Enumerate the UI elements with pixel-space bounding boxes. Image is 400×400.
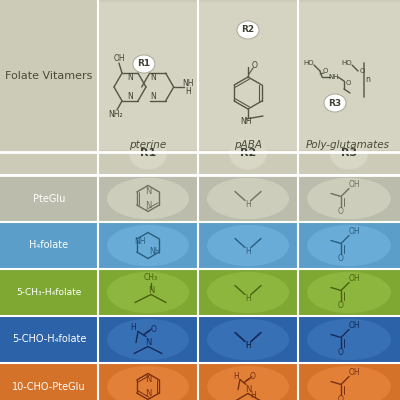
Text: H: H [245, 341, 251, 350]
Text: 5-CHO-H₄folate: 5-CHO-H₄folate [12, 334, 86, 344]
Text: pterine: pterine [129, 140, 167, 150]
Ellipse shape [107, 178, 189, 219]
Text: NH: NH [240, 118, 252, 126]
Text: Poly-glutamates: Poly-glutamates [306, 140, 390, 150]
Text: HO: HO [342, 60, 352, 66]
Text: pABA: pABA [234, 140, 262, 150]
Bar [298, 2, 400, 150]
Ellipse shape [229, 138, 267, 170]
Text: R2: R2 [240, 148, 256, 158]
Ellipse shape [307, 366, 391, 400]
Bar [0, 175, 400, 222]
Bar [0, 316, 400, 363]
Text: OH: OH [113, 54, 125, 62]
Text: OH: OH [348, 321, 360, 330]
Text: NH: NH [134, 237, 146, 246]
Text: OH: OH [348, 368, 360, 377]
Ellipse shape [107, 319, 189, 360]
Text: H: H [185, 86, 190, 96]
Text: O: O [252, 60, 258, 70]
Text: Folate Vitamers: Folate Vitamers [5, 71, 93, 81]
Ellipse shape [207, 319, 289, 360]
Ellipse shape [129, 138, 167, 170]
Bar [198, 2, 298, 150]
Text: H: H [250, 391, 256, 400]
Ellipse shape [207, 225, 289, 266]
Ellipse shape [307, 225, 391, 266]
Ellipse shape [207, 178, 289, 219]
Text: H₄folate: H₄folate [30, 240, 68, 250]
Text: H: H [130, 323, 136, 332]
Bar [0, 152, 400, 175]
Ellipse shape [207, 366, 289, 400]
Ellipse shape [307, 178, 391, 219]
Bar [0, 269, 400, 316]
Text: 10-CHO-PteGlu: 10-CHO-PteGlu [12, 382, 86, 392]
Text: CH₃: CH₃ [144, 273, 158, 282]
Text: R1: R1 [140, 148, 156, 158]
Ellipse shape [307, 272, 391, 313]
Text: N: N [145, 201, 151, 210]
Text: R2: R2 [242, 26, 254, 34]
Text: OH: OH [348, 227, 360, 236]
Text: H: H [245, 200, 251, 209]
Bar [0, 363, 400, 400]
Text: H: H [245, 341, 251, 350]
Text: O: O [322, 68, 328, 74]
Text: NH: NH [149, 248, 160, 256]
Ellipse shape [330, 138, 368, 170]
Text: NH: NH [182, 80, 194, 88]
Text: N: N [127, 73, 133, 82]
Text: O: O [338, 348, 344, 357]
Text: H: H [245, 247, 251, 256]
Text: N: N [127, 92, 133, 101]
Ellipse shape [133, 55, 155, 73]
Text: R1: R1 [137, 60, 150, 68]
Bar [98, 2, 198, 150]
Text: O: O [338, 301, 344, 310]
Text: OH: OH [348, 180, 360, 189]
Text: N: N [145, 187, 151, 196]
Text: O: O [151, 325, 157, 334]
Text: R3: R3 [341, 148, 357, 158]
Text: O: O [338, 395, 344, 400]
Text: O: O [250, 372, 256, 381]
Text: NH₂: NH₂ [109, 110, 123, 120]
Bar [0, 222, 400, 269]
Ellipse shape [107, 272, 189, 313]
Ellipse shape [107, 366, 189, 400]
Text: N: N [150, 73, 156, 82]
Text: O: O [338, 254, 344, 263]
Text: O: O [338, 207, 344, 216]
Text: n: n [366, 76, 370, 84]
Text: H: H [233, 372, 239, 381]
Text: N: N [245, 385, 251, 394]
Text: O: O [345, 80, 351, 86]
Ellipse shape [107, 225, 189, 266]
Text: R3: R3 [328, 98, 342, 108]
Text: N: N [145, 375, 151, 384]
Text: N: N [148, 286, 154, 295]
Text: O: O [359, 68, 365, 74]
Text: N: N [145, 389, 151, 398]
Text: PteGlu: PteGlu [33, 194, 65, 204]
Text: N: N [150, 92, 156, 101]
Text: NH: NH [329, 74, 339, 80]
Ellipse shape [307, 319, 391, 360]
Text: 5-CH₃-H₄folate: 5-CH₃-H₄folate [16, 288, 82, 297]
Text: H: H [245, 294, 251, 303]
Text: OH: OH [348, 274, 360, 283]
Text: N: N [145, 338, 151, 347]
Text: HO: HO [304, 60, 314, 66]
Ellipse shape [207, 272, 289, 313]
Ellipse shape [237, 21, 259, 39]
Ellipse shape [324, 94, 346, 112]
Bar [0, 0, 400, 152]
